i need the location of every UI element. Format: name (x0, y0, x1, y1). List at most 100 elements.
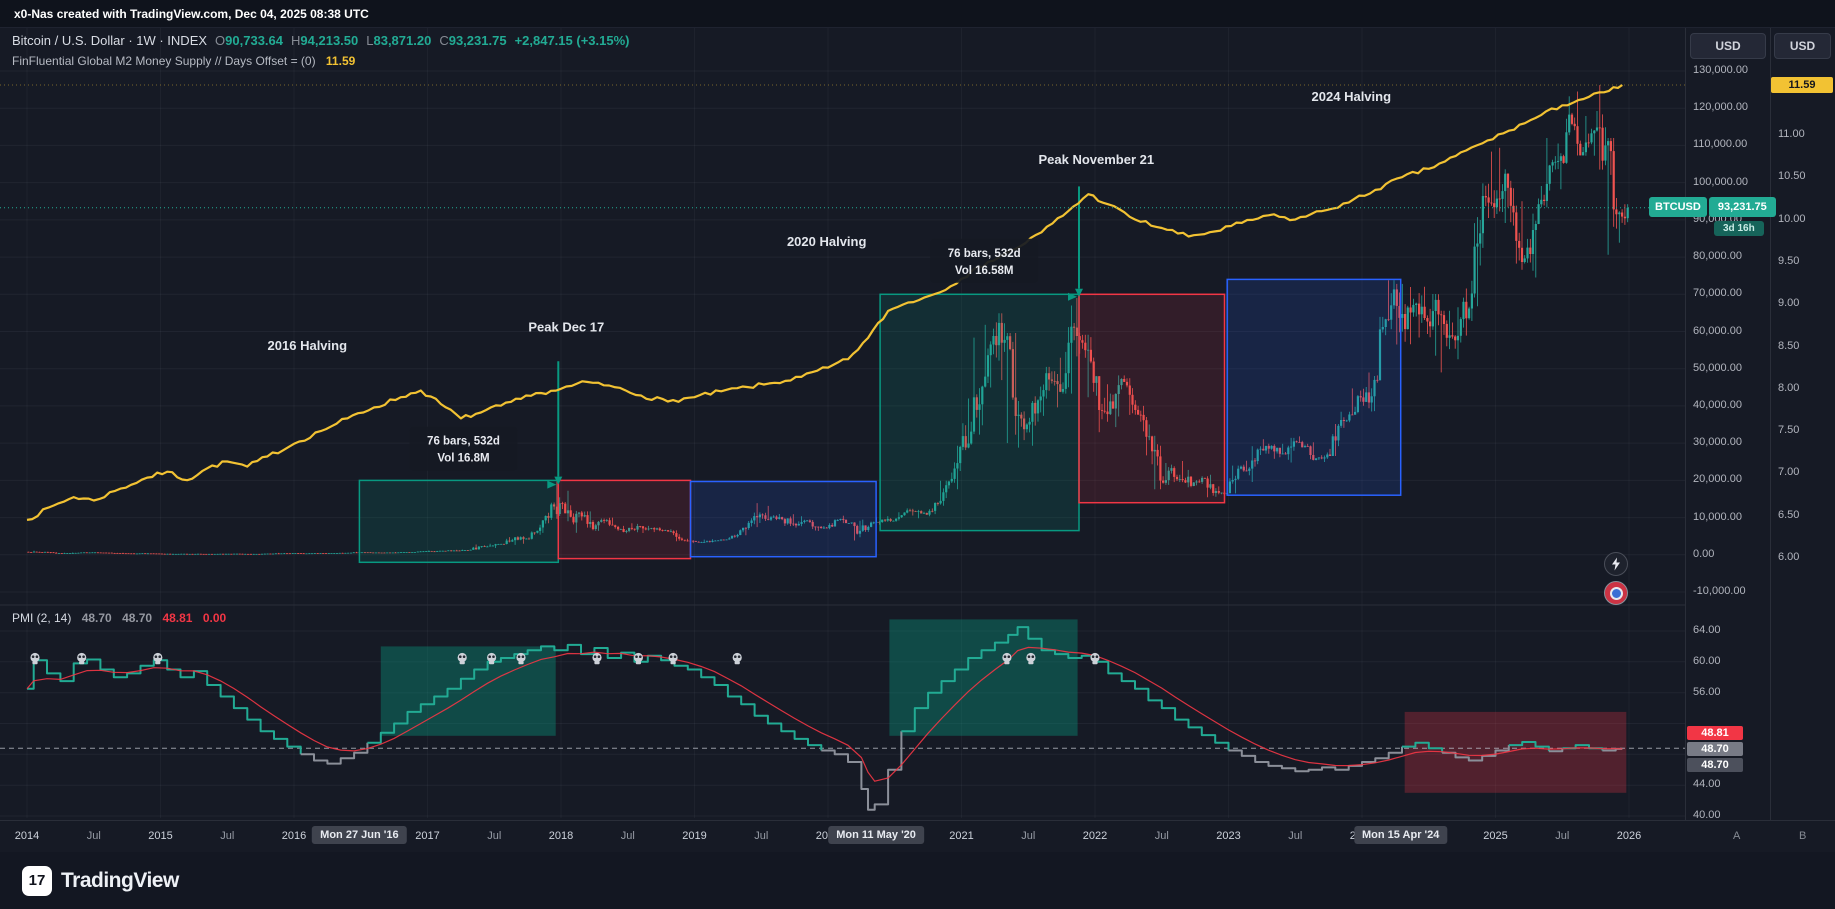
pmi-step-line (821, 731, 903, 811)
time-tick: 2026 (1616, 830, 1642, 842)
cycle-box-green[interactable] (879, 293, 1080, 532)
annotation-label: 2020 Halving (787, 234, 867, 249)
time-tick: 2023 (1216, 830, 1241, 842)
pmi-axis-badge-gray: 48.70 (1687, 742, 1743, 756)
axis-label: 56.00 (1693, 685, 1721, 698)
boost-button[interactable] (1604, 552, 1628, 576)
time-tick: 2016 (281, 830, 307, 842)
pmi-value-2: 48.70 (122, 611, 153, 625)
skull-icon (153, 652, 163, 665)
axis-label: 11.00 (1778, 127, 1805, 140)
target-circle-icon (1609, 586, 1623, 600)
time-tick: Jul (220, 830, 235, 842)
m2-indicator-title: FinFluential Global M2 Money Supply // D… (12, 54, 316, 68)
scale-letter-a: A (1733, 830, 1741, 842)
axis-label: 120,000.00 (1693, 101, 1749, 114)
pmi-step-line (300, 742, 369, 765)
cycle-box-green[interactable] (358, 479, 560, 564)
axis-label: 7.00 (1778, 466, 1800, 479)
pmi-indicator-row[interactable]: PMI (2, 14) 48.70 48.70 48.81 0.00 (12, 611, 226, 625)
time-tick: 2014 (14, 830, 40, 842)
reaction-badge-icon[interactable] (1604, 581, 1628, 605)
pmi-value-3: 48.81 (162, 611, 193, 625)
last-price-badge: BTCUSD 93,231.75 (1649, 197, 1776, 217)
symbol-title[interactable]: Bitcoin / U.S. Dollar · 1W · INDEX (12, 33, 208, 48)
axis-label: 50,000.00 (1693, 361, 1742, 374)
axis-label: 0.00 (1693, 547, 1715, 560)
pmi-box-red[interactable] (1404, 711, 1627, 793)
cycle-box-blue[interactable] (689, 480, 877, 558)
lightning-icon (1612, 557, 1620, 571)
axis-label: 6.00 (1778, 551, 1800, 563)
pmi-step-line (27, 658, 302, 755)
chart-canvas[interactable]: 76 bars, 532d Vol 16.8M 76 bars, 532d Vol 1… (0, 28, 1685, 820)
cycle-box-red[interactable] (1078, 293, 1226, 504)
skull-icon (516, 652, 526, 665)
axis-label: 20,000.00 (1693, 473, 1742, 486)
time-axis[interactable]: A B 2014 Jul 2015 Jul 2016 2017 Jul 2018 Jul 2019… (0, 820, 1835, 852)
cycle-box-blue[interactable] (1226, 278, 1402, 496)
skull-icon (1002, 652, 1012, 665)
axis-label: 64.00 (1693, 624, 1721, 636)
time-tick: 2018 (548, 830, 574, 842)
axis-label: 9.00 (1778, 297, 1800, 310)
pmi-label: PMI (2, 14) (12, 611, 72, 625)
tradingview-logo[interactable]: 17 TradingView (22, 865, 179, 896)
time-tick: 2022 (1082, 830, 1108, 842)
attribution-bar: x0-Nas created with TradingView.com, Dec… (0, 0, 1835, 28)
m2-indicator-row[interactable]: FinFluential Global M2 Money Supply // D… (12, 54, 355, 68)
skull-icon (1026, 652, 1036, 665)
axis-label: 60,000.00 (1693, 324, 1742, 337)
scale-letter-b: B (1799, 830, 1807, 842)
arrow-down-icon (1075, 288, 1083, 297)
pmi-signal-line (26, 646, 1623, 782)
axis-label: 80,000.00 (1693, 250, 1742, 263)
measure-tooltip (409, 426, 518, 471)
axis-label: 30,000.00 (1693, 436, 1742, 449)
pmi-step-line (367, 643, 823, 751)
annotation-label: 2016 Halving (268, 338, 348, 353)
time-tick: Jul (754, 830, 769, 842)
axis-label: 70,000.00 (1693, 287, 1742, 300)
m2-axis[interactable]: 11.00 10.50 10.00 9.50 9.00 8.50 8.00 7.50 7.00 6… (1770, 28, 1835, 820)
last-price-value: 93,231.75 (1708, 197, 1776, 217)
skull-icon (633, 652, 644, 665)
measure-tooltip-line1: 76 bars, 532d (948, 248, 1021, 260)
axis-label: 8.00 (1778, 381, 1800, 394)
pmi-axis-badge-red: 48.81 (1687, 726, 1743, 740)
ohlc-change: +2,847.15 (+3.15%) (514, 33, 630, 48)
footer-bar: 17 TradingView (0, 852, 1835, 909)
date-marker-badge: Mon 15 Apr '24 (1353, 826, 1448, 844)
price-axis[interactable]: 130,000.00 120,000.00 110,000.00 100,000.00… (1685, 28, 1770, 821)
axis-label: 10.50 (1778, 170, 1806, 183)
axis-label: 44.00 (1693, 778, 1721, 791)
pmi-box-green[interactable] (380, 646, 556, 736)
price-scale-currency-button[interactable]: USD (1690, 33, 1766, 59)
measure-tooltip (930, 238, 1039, 283)
skull-icon (457, 652, 467, 665)
arrow-down-icon (554, 476, 563, 485)
time-tick: 2017 (415, 830, 440, 842)
time-tick: 2019 (682, 830, 707, 842)
skull-icon (30, 652, 40, 665)
axis-label: 60.00 (1693, 654, 1721, 667)
axis-label: 9.50 (1778, 254, 1800, 267)
tradingview-logo-text: TradingView (61, 868, 179, 892)
time-tick: Jul (1021, 830, 1036, 842)
skull-icon (668, 652, 678, 665)
arrow-right-icon (547, 480, 557, 489)
cycle-box-red[interactable] (557, 479, 692, 560)
pmi-value-1: 48.70 (81, 611, 112, 625)
pmi-box-green[interactable] (889, 619, 1078, 736)
last-price-symbol: BTCUSD (1649, 197, 1707, 217)
axis-label: 40,000.00 (1693, 398, 1742, 411)
axis-label: 100,000.00 (1693, 175, 1749, 188)
time-tick: 2021 (949, 830, 974, 842)
pmi-axis-badge-darkgray: 48.70 (1687, 758, 1743, 772)
m2-line[interactable] (26, 84, 1623, 521)
pmi-step-line (1508, 741, 1550, 752)
skull-icon (77, 652, 87, 665)
m2-scale-currency-button[interactable]: USD (1774, 33, 1831, 59)
axis-label: 8.50 (1778, 339, 1800, 352)
